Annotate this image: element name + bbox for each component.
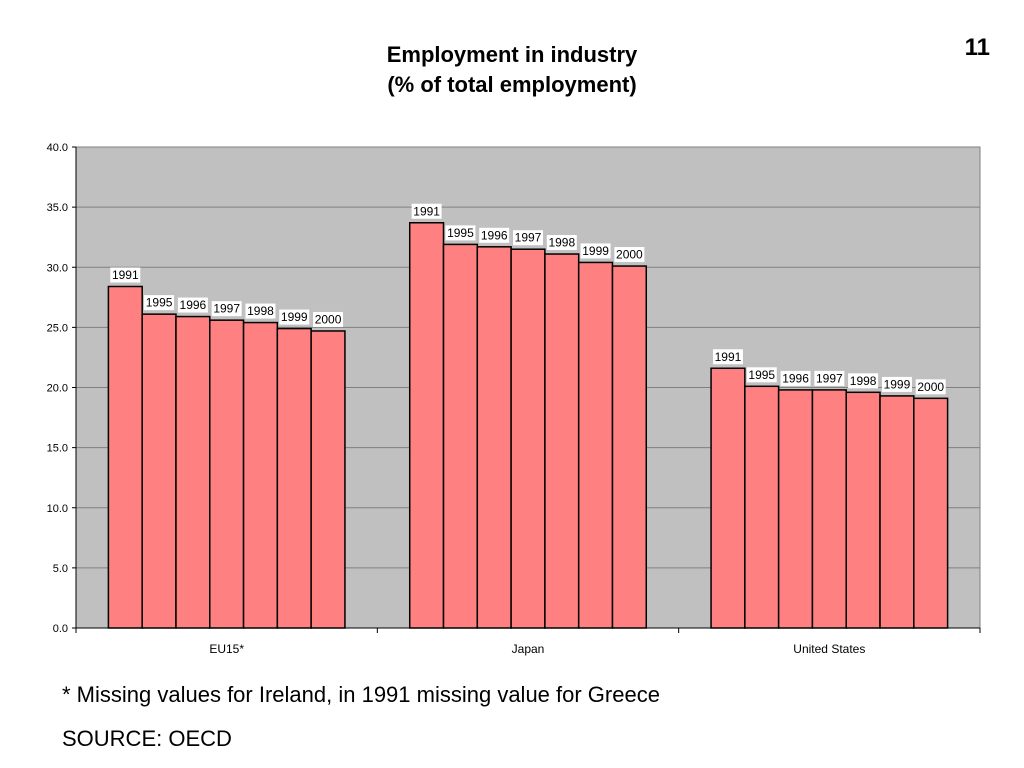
data-label: 1999 (281, 310, 308, 324)
data-label: 2000 (315, 312, 342, 326)
data-label-box (780, 370, 811, 386)
data-label: 1999 (884, 377, 911, 391)
data-label: 2000 (616, 248, 643, 262)
bar (510, 248, 546, 629)
category-label: United States (793, 642, 865, 656)
y-tick-label: 25.0 (47, 322, 68, 334)
data-label: 1996 (782, 371, 809, 385)
data-label-box (245, 303, 276, 319)
data-label-box (479, 227, 510, 243)
bar (242, 321, 279, 629)
bar (476, 246, 512, 629)
data-label-box (746, 367, 777, 383)
data-label-box (144, 295, 175, 311)
source-note: SOURCE: OECD (62, 726, 232, 751)
data-label: 1991 (715, 350, 742, 364)
bar (175, 315, 211, 629)
data-label-box (915, 379, 946, 395)
bar (310, 330, 346, 629)
y-tick-label: 30.0 (47, 262, 68, 274)
data-label: 1999 (582, 244, 609, 258)
y-tick-label: 40.0 (47, 142, 68, 154)
bar-chart: 0.0 5.0 10.0 15.0 20.0 25.0 30.0 35.0 40.0 EU15* J… (47, 142, 981, 656)
data-label: 1997 (213, 302, 240, 316)
y-tick-label: 20.0 (47, 383, 68, 395)
data-label-box (546, 235, 577, 251)
bar (442, 243, 479, 629)
category-label: Japan (512, 642, 545, 656)
data-label-box (513, 230, 543, 246)
bar (577, 261, 614, 629)
bar (744, 385, 780, 629)
data-label: 1995 (146, 296, 173, 310)
bar (544, 253, 580, 629)
y-tick-label: 15.0 (47, 443, 68, 455)
y-tick-label: 10.0 (47, 503, 68, 515)
y-tick-label: 0.0 (53, 623, 68, 635)
data-label-box (177, 297, 208, 313)
data-label: 1995 (748, 368, 775, 382)
data-label-box (614, 247, 645, 263)
y-tick-label: 5.0 (53, 563, 68, 575)
data-label-box (445, 225, 476, 241)
data-label-box (411, 203, 442, 219)
bar (811, 389, 847, 629)
bar (209, 319, 245, 629)
bar (879, 395, 915, 629)
chart-title-line1: Employment in industry (386, 42, 638, 67)
data-label: 2000 (917, 380, 944, 394)
data-label-box (712, 349, 743, 365)
data-label: 1996 (180, 298, 207, 312)
chart-title: Employment in industry (% of total emplo… (262, 40, 762, 100)
bar (845, 391, 881, 629)
data-label: 1997 (816, 371, 843, 385)
data-label-box (110, 267, 141, 283)
slide-number: 11 (964, 34, 990, 61)
data-label: 1991 (413, 204, 440, 218)
data-labels: 1991 1995 1996 1997 1998 1999 2000 1991 1995 1996… (110, 203, 946, 395)
bar (710, 367, 746, 629)
data-label-box (313, 311, 344, 327)
data-label: 1991 (112, 268, 139, 282)
data-label: 1998 (850, 374, 877, 388)
category-label: EU15* (209, 642, 244, 656)
bar (611, 265, 648, 629)
bar (141, 313, 177, 629)
data-label: 1996 (481, 228, 508, 242)
data-label-box (279, 309, 310, 325)
bar (777, 389, 814, 629)
data-label-box (848, 373, 879, 389)
data-label: 1998 (247, 304, 274, 318)
bar (913, 397, 949, 629)
data-label: 1997 (515, 231, 542, 245)
data-label-box (881, 376, 912, 392)
bar (107, 285, 143, 629)
bar (276, 327, 312, 629)
bar (408, 222, 445, 629)
data-label: 1998 (548, 236, 575, 250)
footnote: * Missing values for Ireland, in 1991 mi… (62, 682, 660, 707)
bars (107, 222, 949, 629)
data-label-box (580, 243, 611, 259)
y-tick-label: 35.0 (47, 202, 68, 214)
data-label-box (211, 301, 242, 317)
data-label: 1995 (447, 226, 474, 240)
data-label-box (814, 370, 845, 386)
chart-title-line2: (% of total employment) (387, 72, 637, 97)
